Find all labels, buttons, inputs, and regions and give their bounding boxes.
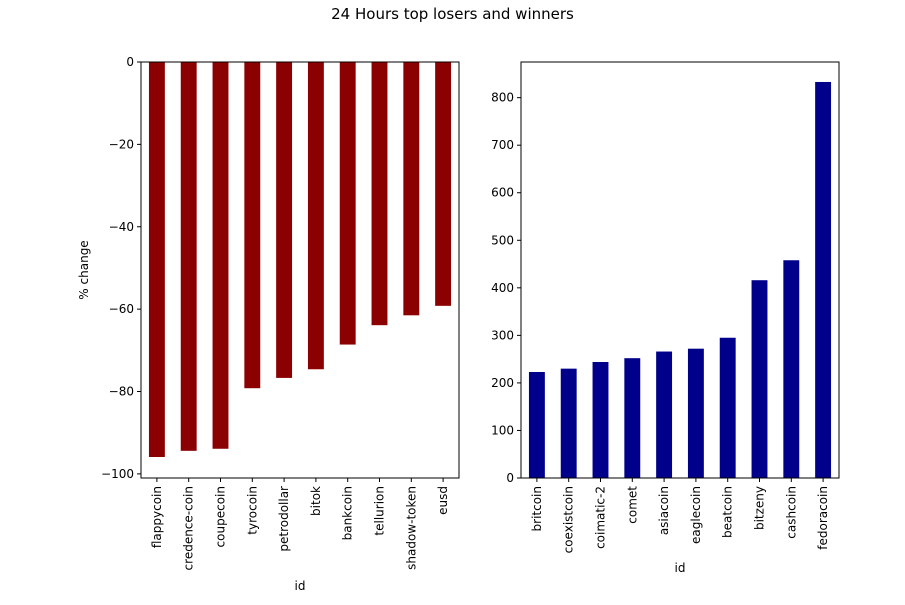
y-tick-label: 0 xyxy=(506,471,514,485)
y-tick-label: −20 xyxy=(109,137,134,151)
x-tick-label: britcoin xyxy=(530,486,544,531)
y-tick-label: 300 xyxy=(491,328,514,342)
figure-title: 24 Hours top losers and winners xyxy=(331,5,574,23)
x-tick-label: shadow-token xyxy=(404,486,418,570)
y-tick-label: −80 xyxy=(109,385,134,399)
winners-chart: 0 100 200 300 400 500 600 700 800 britcoin coexist… xyxy=(491,61,840,575)
x-tick-label: bitok xyxy=(309,486,323,516)
bar-credence-coin xyxy=(180,62,197,451)
x-tick-label: coupecoin xyxy=(214,486,228,547)
bar-eaglecoin xyxy=(687,348,704,478)
x-tick-label: eaglecoin xyxy=(689,486,703,544)
bar-tellurion xyxy=(371,62,388,326)
losers-chart: 0 −20 −40 −60 −80 −100 flappycoin credence-coin… xyxy=(77,55,460,593)
x-tick-label: coimatic-2 xyxy=(594,486,608,549)
bar-bankcoin xyxy=(339,62,356,345)
x-axis-label: id xyxy=(675,561,686,575)
y-tick-label: 600 xyxy=(491,186,514,200)
bar-britcoin xyxy=(528,371,545,478)
x-tick-label: tellurion xyxy=(373,486,387,536)
x-tick-label: petrodollar xyxy=(277,486,291,552)
bar-coexistcoin xyxy=(560,368,577,478)
x-tick-label: eusd xyxy=(436,486,450,515)
y-tick-label: −40 xyxy=(109,220,134,234)
bar-asiacoin xyxy=(656,351,673,478)
bar-coimatic-2 xyxy=(592,361,609,478)
bar-shadow-token xyxy=(403,62,420,316)
bar-fedoracoin xyxy=(815,81,832,478)
y-tick-label: −100 xyxy=(101,467,134,481)
y-tick-label: 700 xyxy=(491,138,514,152)
bar-tyrocoin xyxy=(244,62,261,389)
bar-eusd xyxy=(435,62,452,306)
bar-cashcoin xyxy=(783,260,800,478)
y-tick-label: 0 xyxy=(126,55,134,69)
y-tick-label: 100 xyxy=(491,423,514,437)
bar-flappycoin xyxy=(148,62,165,457)
bar-petrodollar xyxy=(276,62,293,378)
x-tick-label: coexistcoin xyxy=(562,486,576,553)
x-axis-label: id xyxy=(295,579,306,593)
y-axis-label: % change xyxy=(77,240,91,299)
x-tick-label: fedoracoin xyxy=(816,486,830,550)
bar-beatcoin xyxy=(719,337,736,478)
y-tick-label: 400 xyxy=(491,281,514,295)
x-tick-label: comet xyxy=(625,486,639,524)
x-tick-label: cashcoin xyxy=(784,486,798,539)
bar-bitok xyxy=(307,62,324,370)
bar-coupecoin xyxy=(212,62,229,449)
x-tick-label: tyrocoin xyxy=(245,486,259,535)
bar-comet xyxy=(624,358,641,478)
y-tick-label: 500 xyxy=(491,233,514,247)
y-tick-label: 200 xyxy=(491,376,514,390)
x-tick-label: flappycoin xyxy=(150,486,164,548)
axes-frame xyxy=(520,61,840,479)
axes-frame xyxy=(140,61,460,479)
x-tick-label: beatcoin xyxy=(721,486,735,538)
bar-bitzeny xyxy=(751,280,768,478)
y-tick-label: −60 xyxy=(109,302,134,316)
y-tick-label: 800 xyxy=(491,91,514,105)
x-tick-label: bankcoin xyxy=(341,486,355,540)
x-tick-label: bitzeny xyxy=(753,486,767,530)
x-tick-label: credence-coin xyxy=(182,486,196,570)
x-tick-label: asiacoin xyxy=(657,486,671,535)
